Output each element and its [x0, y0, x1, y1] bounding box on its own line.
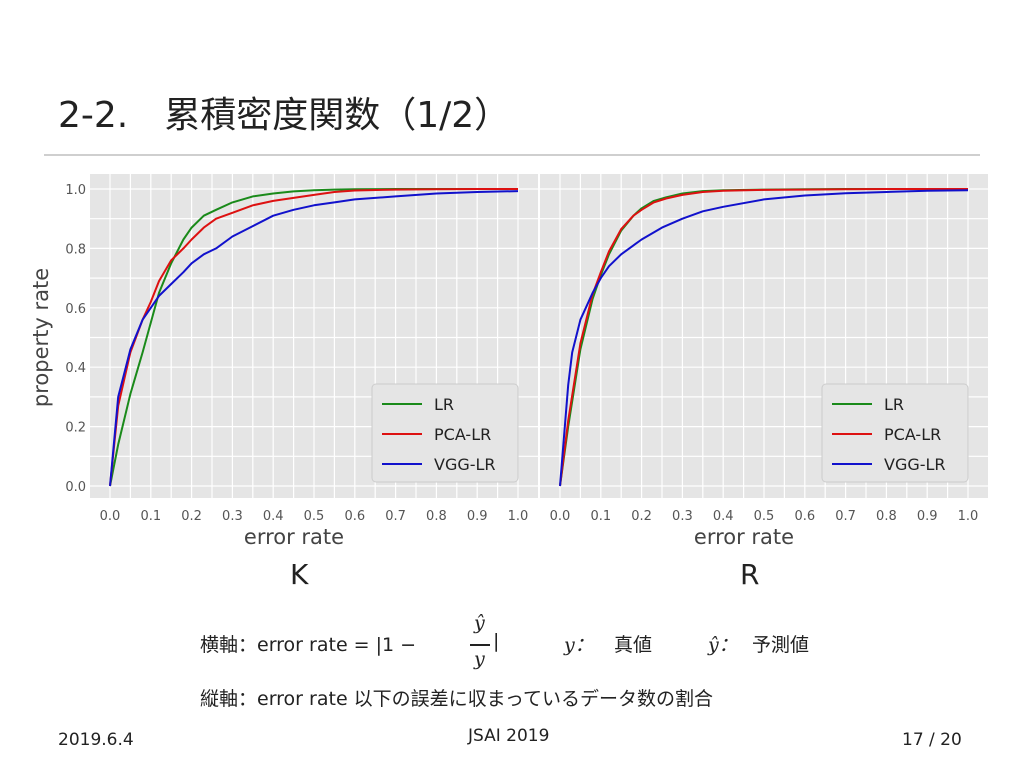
- footer-date: 2019.6.4: [58, 730, 134, 750]
- x-tick-label: 0.0: [100, 509, 121, 524]
- x-tick-label: 0.2: [181, 509, 202, 524]
- panel-label-r: R: [740, 558, 760, 591]
- x-axis-formula-prefix: 横軸：error rate = |1 −: [200, 634, 417, 656]
- x-tick-label: 0.5: [304, 509, 325, 524]
- x-tick-label: 0.5: [754, 509, 775, 524]
- x-tick-label: 0.3: [222, 509, 243, 524]
- series-line-vgg-lr: [559, 189, 969, 487]
- x-tick-label: 0.9: [467, 509, 488, 524]
- x-tick-label: 0.2: [631, 509, 652, 524]
- x-tick-label: 0.8: [426, 509, 447, 524]
- x-tick-label: 0.4: [263, 509, 284, 524]
- footer-page-number: 17 / 20: [902, 730, 962, 750]
- y-meaning: 真値: [614, 634, 653, 656]
- y-tick-label: 0.8: [65, 242, 86, 257]
- y-axis-label: property rate: [29, 268, 53, 407]
- fraction-bar: [470, 644, 490, 646]
- fraction-denominator: y: [474, 648, 485, 670]
- legend-label-pca-lr: PCA-LR: [884, 425, 941, 444]
- x-tick-label: 0.1: [140, 509, 161, 524]
- x-tick-label: 0.6: [794, 509, 815, 524]
- legend-box: [821, 383, 969, 483]
- y-tick-label: 0.2: [65, 421, 86, 436]
- x-tick-label: 0.4: [713, 509, 734, 524]
- cdf-charts: 0.0 0.1 0.2 0.3 0.4 0.5 0.6 0.7 0.8 0.9 1.00.00.20…: [29, 174, 988, 549]
- y-tick-label: 0.6: [65, 302, 86, 317]
- footer-conference: JSAI 2019: [468, 726, 550, 746]
- legend-box: [371, 383, 519, 483]
- legend-label-vgg-lr: VGG-LR: [884, 455, 946, 474]
- y-symbol: y：: [564, 630, 594, 657]
- x-tick-label: 0.0: [550, 509, 571, 524]
- chart-r: 0.0 0.1 0.2 0.3 0.4 0.5 0.6 0.7 0.8 0.9 1.0 error r…: [540, 174, 988, 549]
- yhat-symbol-text: ŷ：: [708, 634, 738, 656]
- x-tick-label: 0.7: [835, 509, 856, 524]
- legend-label-lr: LR: [884, 395, 904, 414]
- fraction-numerator: ŷ: [474, 612, 485, 634]
- y-tick-label: 0.4: [65, 361, 86, 376]
- x-tick-label: 1.0: [508, 509, 529, 524]
- x-axis-label: error rate: [244, 525, 344, 549]
- y-symbol-text: y：: [564, 634, 594, 656]
- legend-label-lr: LR: [434, 395, 454, 414]
- y-tick-label: 1.0: [65, 183, 86, 198]
- x-tick-label: 0.1: [590, 509, 611, 524]
- slide-title: 2-2. 累積密度関数（1/2）: [58, 95, 511, 136]
- legend-label-vgg-lr: VGG-LR: [434, 455, 496, 474]
- x-tick-label: 0.6: [344, 509, 365, 524]
- title-divider: [44, 154, 980, 156]
- x-axis-formula-close: |: [493, 630, 500, 652]
- legend-label-pca-lr: PCA-LR: [434, 425, 491, 444]
- x-tick-label: 0.8: [876, 509, 897, 524]
- series-line-pca-lr: [109, 188, 518, 487]
- yhat-symbol: ŷ：: [708, 630, 738, 657]
- panel-label-k: K: [290, 558, 309, 591]
- x-tick-label: 1.0: [958, 509, 979, 524]
- y-tick-label: 0.0: [65, 480, 86, 495]
- yhat-meaning: 予測値: [752, 634, 810, 656]
- chart-k: 0.0 0.1 0.2 0.3 0.4 0.5 0.6 0.7 0.8 0.9 1.0 0.0 0.2 0…: [29, 174, 538, 549]
- x-tick-label: 0.3: [672, 509, 693, 524]
- x-tick-label: 0.7: [385, 509, 406, 524]
- y-axis-description: 縦軸：error rate 以下の誤差に収まっているデータ数の割合: [200, 688, 713, 710]
- x-axis-label: error rate: [694, 525, 794, 549]
- series-line-vgg-lr: [109, 190, 519, 487]
- x-tick-label: 0.9: [917, 509, 938, 524]
